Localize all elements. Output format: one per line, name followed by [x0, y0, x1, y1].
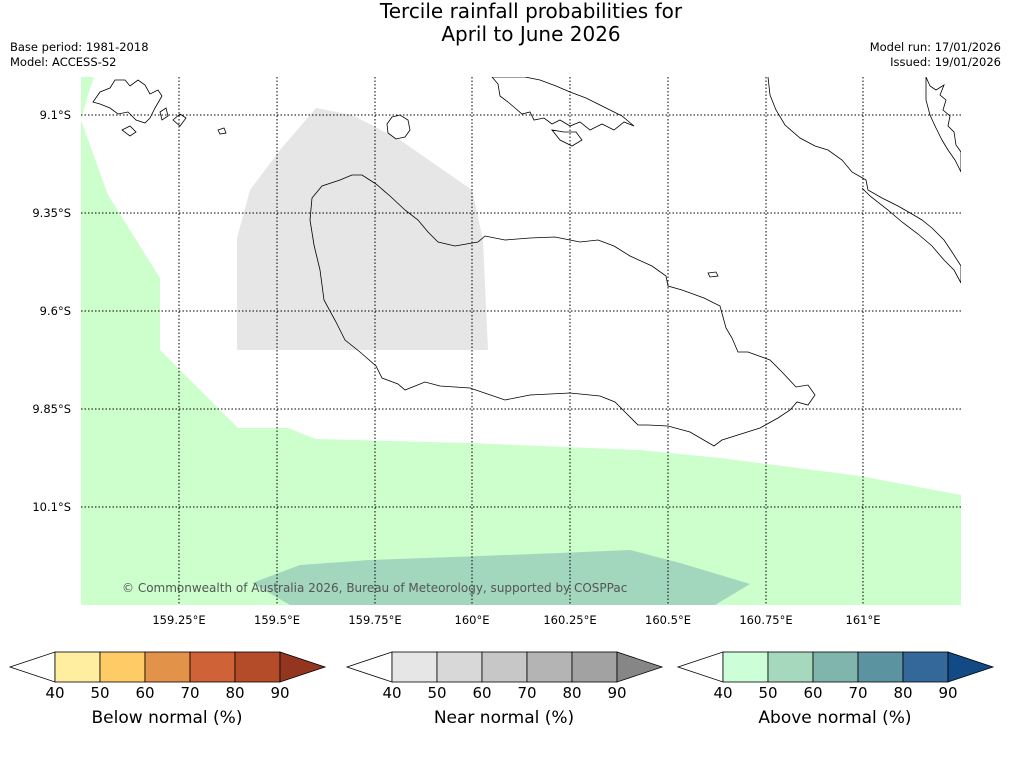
meta-left: Base period: 1981-2018 Model: ACCESS-S2: [10, 40, 149, 70]
guadalcanal-coastline: [309, 174, 816, 447]
lat-tick: 9.85°S: [32, 402, 71, 416]
colorbar-tick-label: 50: [758, 684, 778, 702]
model-name: Model: ACCESS-S2: [10, 55, 117, 69]
colorbar-tick-label: 80: [225, 684, 245, 702]
graticule: [81, 77, 961, 605]
lat-tick: 10.1°S: [32, 500, 71, 514]
savo-island-coastline: [386, 114, 411, 140]
colorbar-tick-label: 60: [472, 684, 492, 702]
colorbar-tick-label: 90: [270, 684, 290, 702]
colorbar-tick-label: 70: [180, 684, 200, 702]
colorbar-tick-label: 40: [45, 684, 65, 702]
title-line-2: April to June 2026: [441, 22, 621, 46]
title-line-1: Tercile rainfall probabilities for: [379, 0, 683, 23]
map-title: Tercile rainfall probabilities for April…: [0, 0, 1011, 46]
above-normal-label: Above normal (%): [758, 708, 912, 728]
model-run: Model run: 17/01/2026: [869, 40, 1001, 54]
colorbar-tick-label: 80: [562, 684, 582, 702]
colorbar-tick-label: 50: [427, 684, 447, 702]
near-normal-label: Near normal (%): [433, 708, 575, 728]
colorbar-tick-label: 50: [90, 684, 110, 702]
lon-tick: 160.75°E: [739, 613, 793, 627]
meta-right: Model run: 17/01/2026 Issued: 19/01/2026: [870, 40, 1001, 70]
above-normal-40-50-region: [81, 77, 961, 605]
lat-tick: 9.1°S: [39, 108, 71, 122]
issued-date: Issued: 19/01/2026: [890, 55, 1001, 69]
colorbar-tick-label: 40: [382, 684, 402, 702]
colorbar-tick-label: 60: [135, 684, 155, 702]
map-area: © Commonwealth of Australia 2026, Bureau…: [81, 77, 961, 605]
colorbar-tick-label: 70: [848, 684, 868, 702]
lat-tick: 9.35°S: [32, 206, 71, 220]
colorbar-tick-label: 70: [517, 684, 537, 702]
colorbar-tick-label: 90: [607, 684, 627, 702]
colorbar-tick-label: 80: [893, 684, 913, 702]
lon-tick: 159.75°E: [348, 613, 402, 627]
below-normal-label: Below normal (%): [91, 708, 243, 728]
colorbar-tick-label: 90: [938, 684, 958, 702]
small-islet-coastline: [707, 271, 719, 278]
coastlines: [92, 77, 961, 447]
lon-tick: 161°E: [845, 613, 881, 627]
lon-tick: 160°E: [454, 613, 490, 627]
lat-tick: 9.6°S: [39, 304, 71, 318]
near-normal-40-50-region: [237, 108, 488, 350]
colorbar-tick-label: 60: [803, 684, 823, 702]
russell-islands-coastline: [92, 79, 227, 137]
lon-tick: 160.25°E: [543, 613, 597, 627]
lon-tick: 159.5°E: [254, 613, 300, 627]
florida-islands-coastline: [491, 77, 635, 147]
base-period: Base period: 1981-2018: [10, 40, 149, 54]
lon-tick: 160.5°E: [645, 613, 691, 627]
copyright-notice: © Commonwealth of Australia 2026, Bureau…: [122, 581, 627, 595]
lon-tick: 159.25°E: [152, 613, 206, 627]
above-normal-50-60-region: [252, 550, 750, 605]
colorbar-tick-label: 40: [713, 684, 733, 702]
malaita-coastline: [767, 77, 961, 284]
